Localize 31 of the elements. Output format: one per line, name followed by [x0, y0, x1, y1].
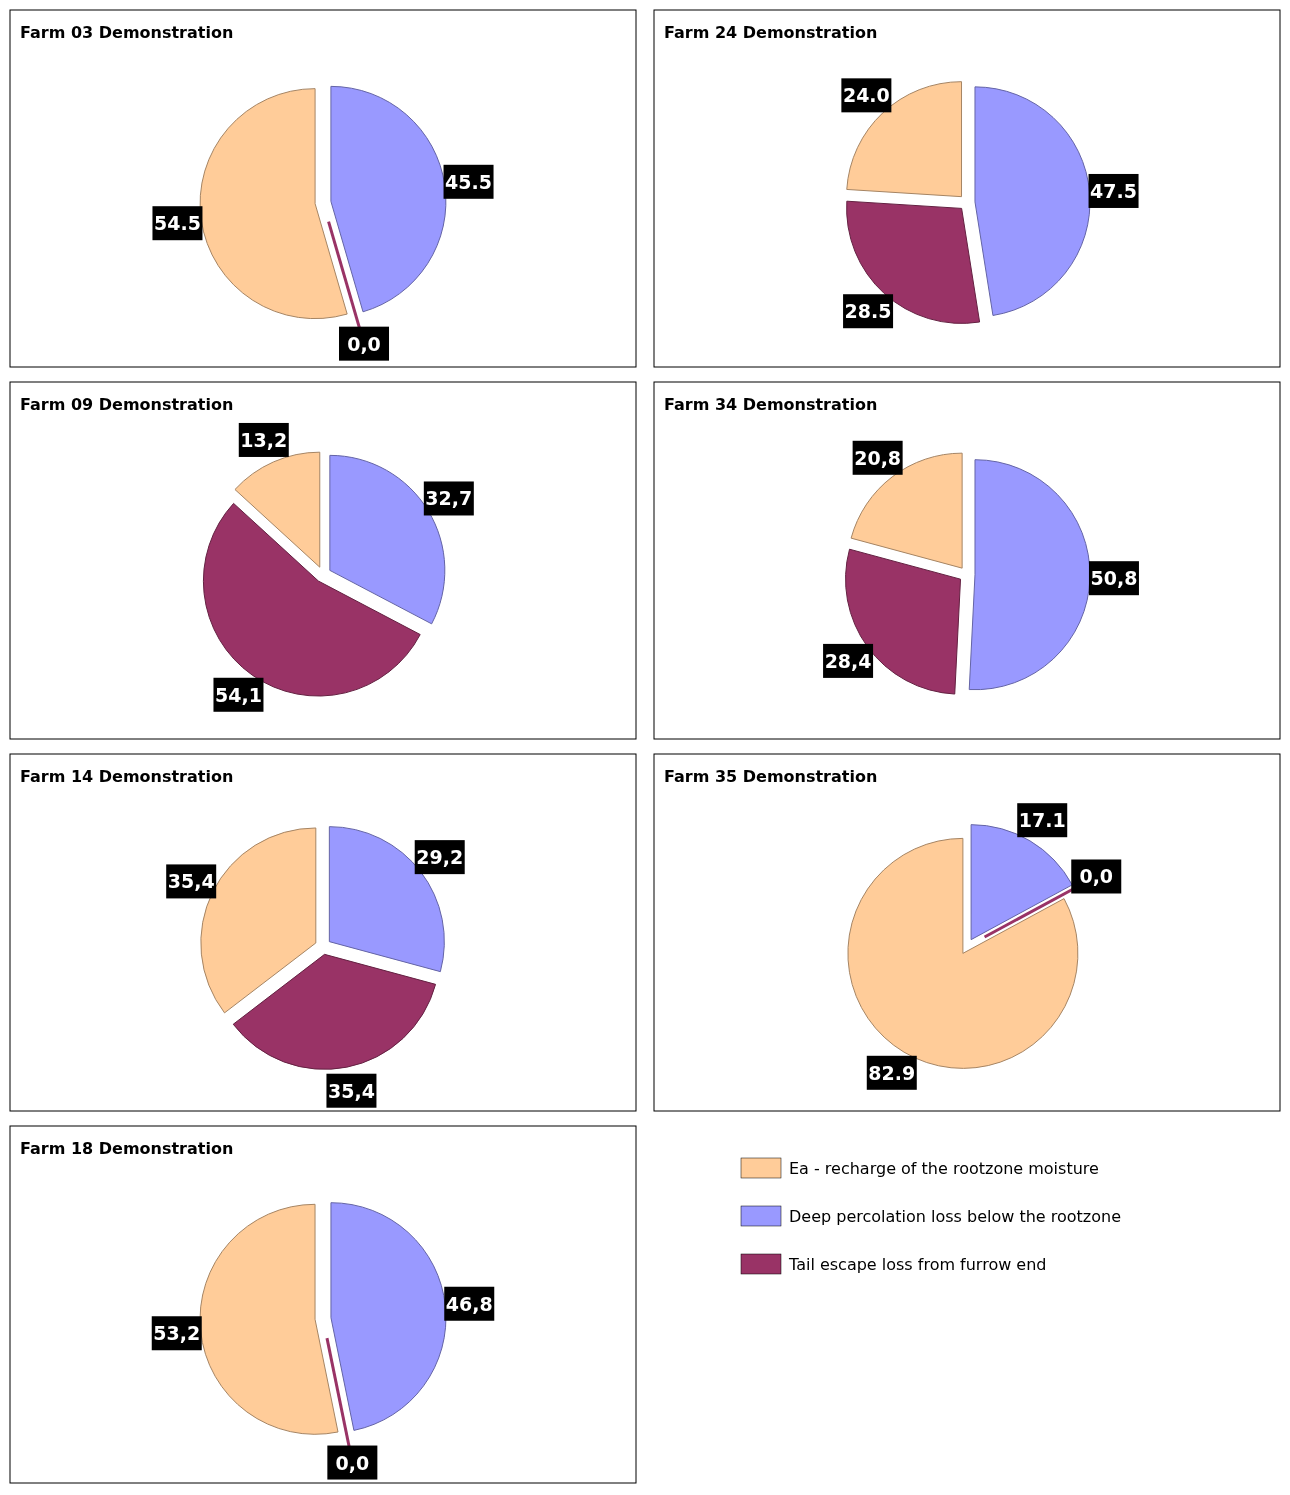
chart-title: Farm 35 Demonstration — [664, 767, 878, 786]
data-label: 35,4 — [328, 1079, 375, 1102]
chart-title: Farm 34 Demonstration — [664, 395, 878, 414]
data-label: 82.9 — [868, 1061, 916, 1084]
data-label: 47.5 — [1090, 179, 1137, 202]
chart-title: Farm 14 Demonstration — [20, 767, 234, 786]
data-label: 54,1 — [215, 683, 262, 706]
text: 0,0 — [335, 1451, 370, 1474]
data-label: 29,2 — [416, 846, 464, 869]
chart-title: Farm 18 Demonstration — [20, 1139, 234, 1158]
chart-title: Farm 09 Demonstration — [20, 395, 234, 414]
data-label: 20,8 — [854, 446, 902, 469]
data-label: 28,4 — [824, 649, 872, 672]
legend-label: Tail escape loss from furrow end — [788, 1255, 1047, 1274]
data-label: 24.0 — [842, 84, 890, 107]
legend-label: Deep percolation loss below the rootzone — [789, 1207, 1122, 1226]
data-label: 54.5 — [154, 212, 201, 235]
data-label: 53,2 — [153, 1322, 201, 1345]
chart-title: Farm 24 Demonstration — [664, 23, 878, 42]
chart-title: Farm 03 Demonstration — [20, 23, 234, 42]
data-label: 28.5 — [844, 300, 892, 323]
text: 0,0 — [1079, 865, 1114, 888]
data-label: 50,8 — [1090, 567, 1138, 590]
text: 0,0 — [347, 332, 381, 355]
data-label: 45.5 — [445, 170, 492, 193]
data-label: 32,7 — [425, 487, 473, 510]
data-label: 46,8 — [445, 1292, 493, 1315]
legend-label: Ea - recharge of the rootzone moisture — [789, 1159, 1099, 1178]
data-label: 13,2 — [240, 428, 288, 451]
data-label: 35,4 — [167, 870, 215, 893]
data-label: 17.1 — [1018, 809, 1066, 832]
